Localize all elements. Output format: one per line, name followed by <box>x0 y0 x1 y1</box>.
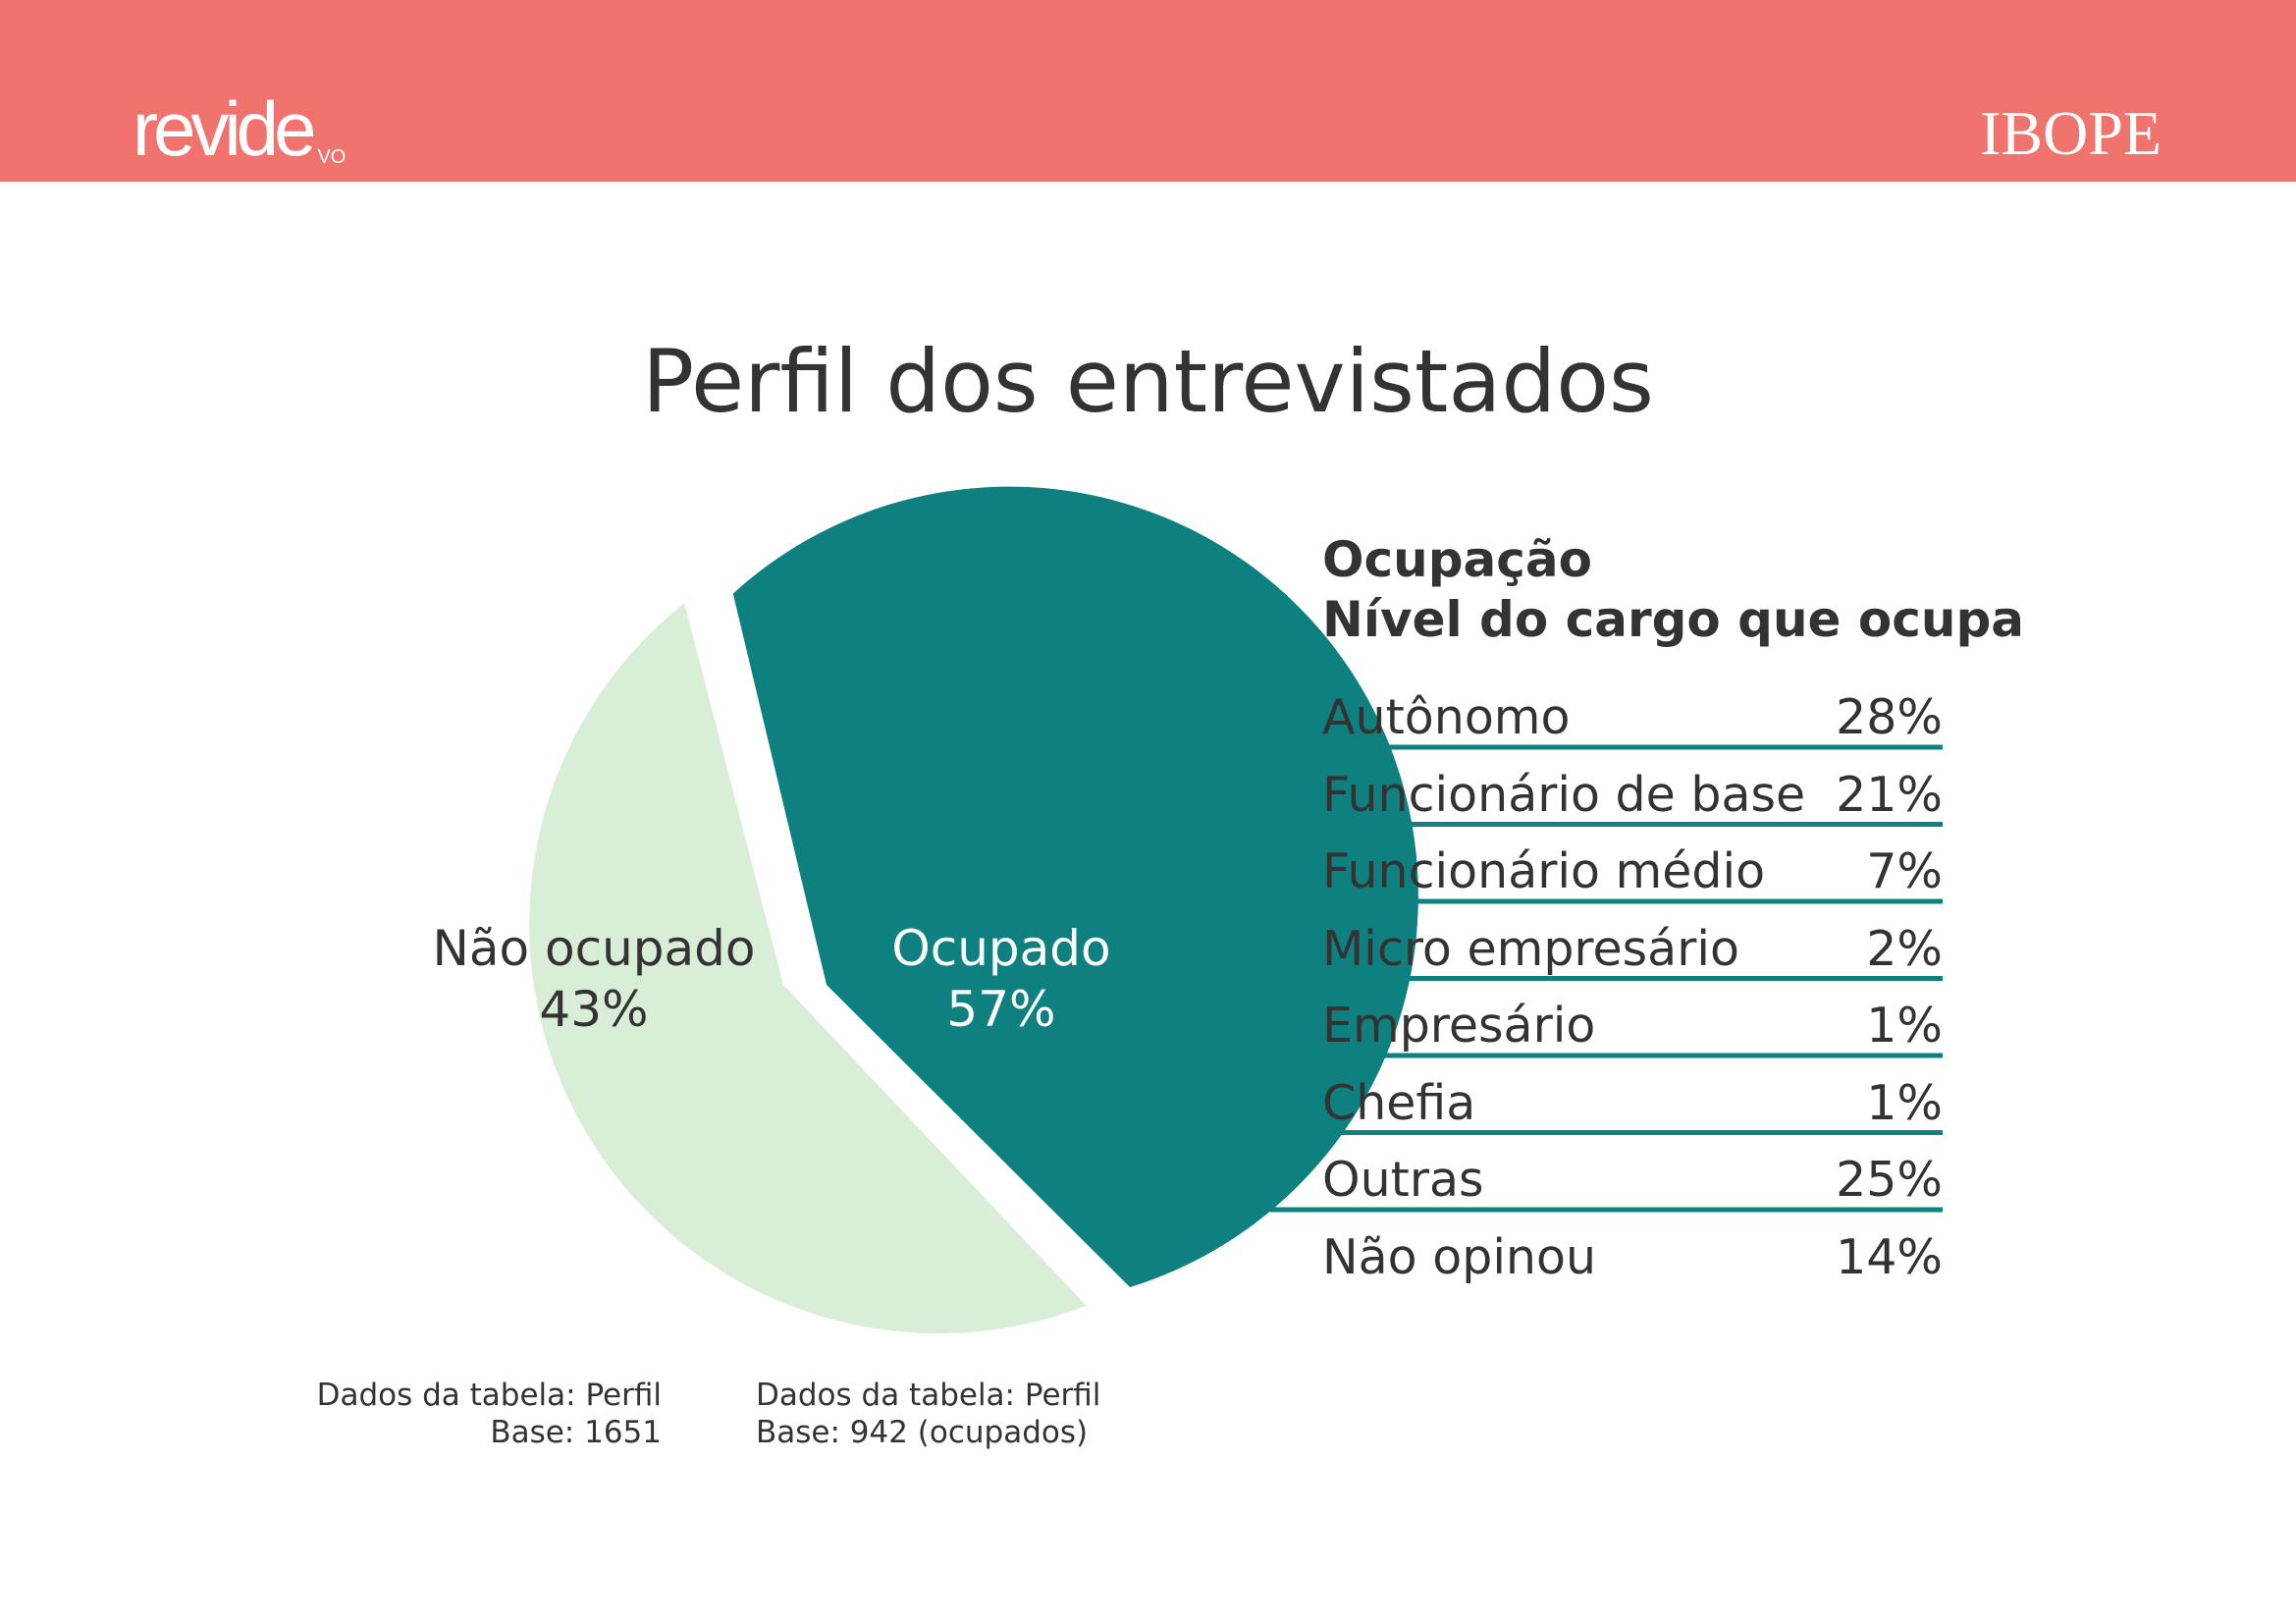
table-row: Autônomo 28% <box>1322 679 1943 742</box>
header-bar: revide VO IBOPE <box>0 0 2296 182</box>
row-label: Outras <box>1322 1152 1484 1208</box>
table-title-line2: Nível do cargo que ocupa <box>1322 591 2024 648</box>
table-row: Funcionário médio 7% <box>1322 834 1943 896</box>
row-value: 1% <box>1866 998 1943 1054</box>
table-row: Funcionário de base 21% <box>1322 757 1943 820</box>
row-label: Chefia <box>1322 1074 1476 1131</box>
table-row: Chefia 1% <box>1322 1065 1943 1128</box>
row-label: Autônomo <box>1322 689 1571 745</box>
slice-name: Ocupado <box>891 920 1111 977</box>
table-row: Empresário 1% <box>1322 988 1943 1051</box>
slice-value: 43% <box>539 981 649 1038</box>
revide-logo: revide VO <box>133 85 347 172</box>
row-value: 7% <box>1866 843 1943 899</box>
row-value: 2% <box>1866 920 1943 977</box>
row-value: 21% <box>1836 766 1943 823</box>
table-title-line1: Ocupação <box>1322 531 1592 588</box>
page-title: Perfil dos entrevistados <box>642 331 1654 432</box>
slice-value: 57% <box>946 981 1056 1038</box>
row-value: 1% <box>1866 1074 1943 1131</box>
source-note-right: Dados da tabela: Perfil Base: 942 (ocupa… <box>756 1378 1101 1450</box>
row-label: Funcionário médio <box>1322 843 1766 899</box>
table-row: Outras 25% <box>1322 1142 1943 1205</box>
table-row: Micro empresário 2% <box>1322 911 1943 974</box>
pie-slice-ocupado <box>732 486 1418 1287</box>
ibope-logo: IBOPE <box>1980 98 2162 168</box>
row-label: Funcionário de base <box>1322 766 1806 823</box>
pie-slice-nao-ocupado <box>529 603 1087 1334</box>
source-note-left: Dados da tabela: Perfil Base: 1651 <box>316 1378 662 1450</box>
row-value: 25% <box>1836 1152 1943 1208</box>
row-label: Não opinou <box>1322 1228 1597 1285</box>
table-row: Não opinou 14% <box>1322 1219 1943 1282</box>
row-label: Empresário <box>1322 998 1596 1054</box>
slice-label-ocupado: Ocupado 57% <box>854 918 1148 1040</box>
row-value: 28% <box>1836 689 1943 745</box>
slice-name: Não ocupado <box>432 920 756 977</box>
row-value: 14% <box>1836 1228 1943 1285</box>
slice-label-nao-ocupado: Não ocupado 43% <box>422 918 766 1040</box>
row-label: Micro empresário <box>1322 920 1739 977</box>
